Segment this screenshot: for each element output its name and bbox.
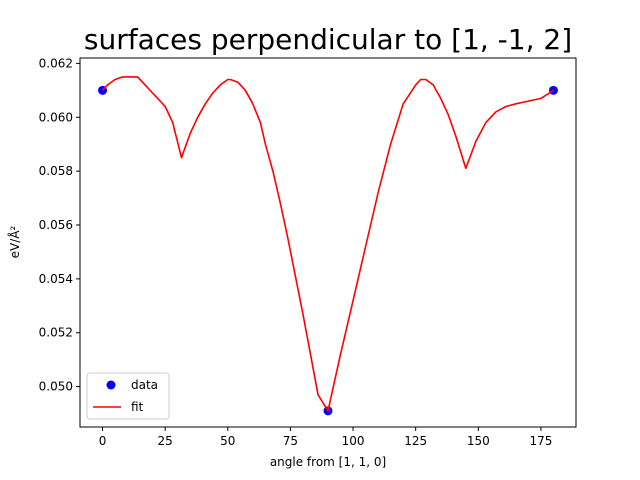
y-tick-label: 0.050 [39, 380, 73, 394]
x-tick-label: 0 [99, 434, 107, 448]
x-tick-label: 175 [529, 434, 552, 448]
plot-area [98, 76, 558, 416]
y-tick-label: 0.060 [39, 110, 73, 124]
x-tick-label: 50 [220, 434, 235, 448]
x-axis: 0 25 50 75 100 125 150 175 [99, 427, 552, 448]
y-tick-label: 0.062 [39, 56, 73, 70]
fit-line [101, 76, 554, 412]
y-tick-label: 0.052 [39, 326, 73, 340]
plot-frame [79, 57, 577, 428]
x-tick-label: 25 [158, 434, 173, 448]
x-axis-label: angle from [1, 1, 0] [270, 455, 386, 469]
legend: data fit [86, 372, 170, 420]
y-tick-label: 0.056 [39, 218, 73, 232]
x-tick-label: 125 [404, 434, 427, 448]
y-tick-label: 0.054 [39, 272, 73, 286]
legend-data-label: data [131, 378, 158, 392]
y-tick-label: 0.058 [39, 164, 73, 178]
x-tick-label: 100 [342, 434, 365, 448]
x-tick-label: 150 [467, 434, 490, 448]
legend-data-marker [106, 380, 116, 390]
legend-fit-label: fit [131, 400, 144, 414]
chart-title: surfaces perpendicular to [1, -1, 2] [84, 23, 572, 56]
y-axis: 0.050 0.052 0.054 0.056 0.058 0.060 0.062 [39, 56, 80, 394]
y-axis-label: eV/Å² [7, 225, 22, 258]
x-tick-label: 75 [283, 434, 298, 448]
